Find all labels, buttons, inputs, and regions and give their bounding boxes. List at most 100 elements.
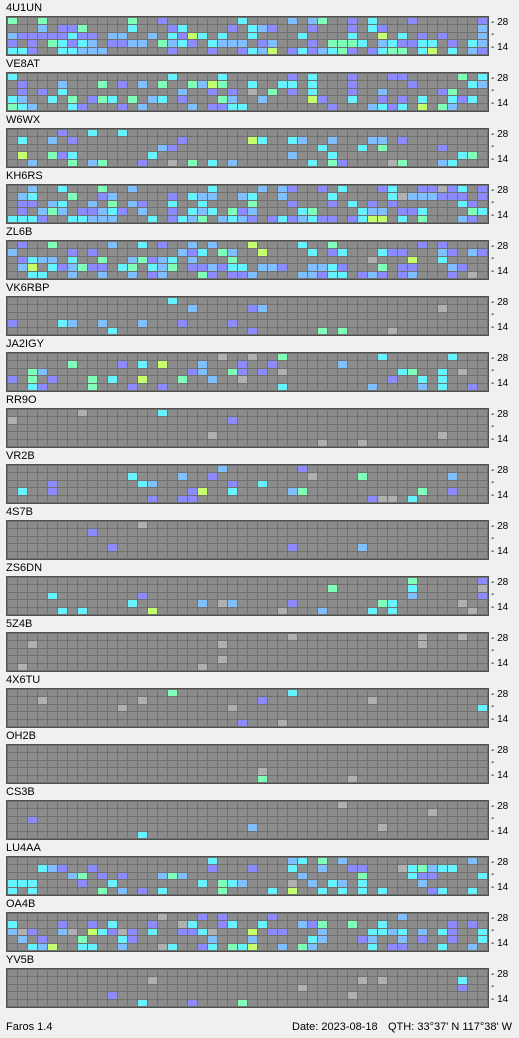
grid-cell	[168, 544, 177, 551]
grid-cell	[288, 417, 297, 424]
grid-cell	[198, 648, 207, 656]
grid-cell	[198, 600, 207, 607]
grid-cell	[478, 992, 487, 999]
grid-cell	[288, 887, 297, 894]
propagation-grid[interactable]	[6, 744, 489, 784]
grid-cell	[318, 768, 327, 775]
grid-cell	[418, 200, 427, 208]
grid-cell	[8, 25, 17, 32]
grid-cell	[388, 159, 397, 166]
grid-cell	[358, 648, 367, 656]
grid-cell	[208, 410, 217, 417]
grid-cell	[408, 144, 417, 152]
propagation-grid[interactable]	[6, 184, 489, 224]
grid-cell	[68, 943, 77, 950]
propagation-grid[interactable]	[6, 968, 489, 1008]
grid-cell	[308, 887, 317, 894]
grid-cell	[128, 887, 137, 894]
propagation-grid[interactable]	[6, 240, 489, 280]
propagation-grid[interactable]	[6, 520, 489, 560]
grid-cell	[438, 712, 447, 719]
grid-cell	[18, 760, 27, 768]
grid-cell	[328, 193, 337, 200]
grid-cell	[238, 704, 247, 712]
grid-cell	[238, 144, 247, 152]
propagation-grid[interactable]	[6, 296, 489, 336]
grid-cell	[78, 200, 87, 208]
grid-cell	[248, 208, 257, 215]
grid-cell	[188, 753, 197, 760]
grid-cell	[358, 432, 367, 439]
grid-cell	[58, 88, 67, 96]
grid-cell	[188, 746, 197, 753]
grid-cell	[88, 719, 97, 726]
grid-cell	[48, 424, 57, 432]
grid-cell	[298, 977, 307, 984]
grid-cell	[328, 439, 337, 446]
grid-cell	[218, 921, 227, 928]
grid-cell	[138, 865, 147, 872]
grid-cell	[398, 264, 407, 271]
grid-cell	[218, 858, 227, 865]
grid-cell	[58, 305, 67, 312]
grid-cell	[148, 585, 157, 592]
grid-cell	[428, 936, 437, 943]
grid-cell	[478, 536, 487, 544]
grid-cell	[438, 600, 447, 607]
propagation-grid[interactable]	[6, 72, 489, 112]
grid-cell	[338, 242, 347, 249]
grid-cell	[168, 354, 177, 361]
grid-cell	[328, 208, 337, 215]
grid-cell	[408, 921, 417, 928]
grid-cell	[358, 921, 367, 928]
grid-cell	[398, 130, 407, 137]
grid-cell	[158, 432, 167, 439]
grid-cell	[228, 473, 237, 480]
propagation-grid[interactable]	[6, 352, 489, 392]
grid-cell	[478, 600, 487, 607]
grid-cell	[198, 193, 207, 200]
propagation-grid[interactable]	[6, 912, 489, 952]
grid-cell	[288, 880, 297, 887]
propagation-grid[interactable]	[6, 408, 489, 448]
propagation-grid[interactable]	[6, 632, 489, 672]
grid-cell	[438, 130, 447, 137]
propagation-grid[interactable]	[6, 800, 489, 840]
grid-cell	[318, 81, 327, 88]
grid-cell	[258, 242, 267, 249]
grid-cell	[458, 984, 467, 992]
grid-cell	[58, 47, 67, 54]
grid-cell	[318, 936, 327, 943]
grid-cell	[188, 600, 197, 607]
grid-cell	[198, 831, 207, 838]
grid-cell	[108, 305, 117, 312]
grid-cell	[468, 592, 477, 600]
propagation-grid[interactable]	[6, 688, 489, 728]
grid-cell	[388, 320, 397, 327]
grid-cell	[78, 585, 87, 592]
propagation-grid[interactable]	[6, 16, 489, 56]
grid-cell	[228, 32, 237, 40]
propagation-grid[interactable]	[6, 576, 489, 616]
grid-cell	[118, 88, 127, 96]
grid-cell	[338, 40, 347, 47]
grid-cell	[208, 103, 217, 110]
propagation-grid[interactable]	[6, 464, 489, 504]
grid-cell	[348, 928, 357, 936]
grid-cell	[258, 753, 267, 760]
grid-cell	[278, 816, 287, 824]
grid-cell	[88, 159, 97, 166]
grid-cell	[368, 32, 377, 40]
beacon-row: LU4AA - 28- - 14	[0, 841, 519, 897]
grid-cell	[178, 130, 187, 137]
grid-cell	[128, 249, 137, 256]
grid-cell	[18, 880, 27, 887]
grid-cell	[348, 298, 357, 305]
propagation-grid[interactable]	[6, 128, 489, 168]
grid-cell	[278, 578, 287, 585]
propagation-grid[interactable]	[6, 856, 489, 896]
grid-cell	[148, 368, 157, 376]
grid-cell	[448, 585, 457, 592]
grid-cell	[288, 943, 297, 950]
tick-label: - 28	[491, 185, 509, 196]
